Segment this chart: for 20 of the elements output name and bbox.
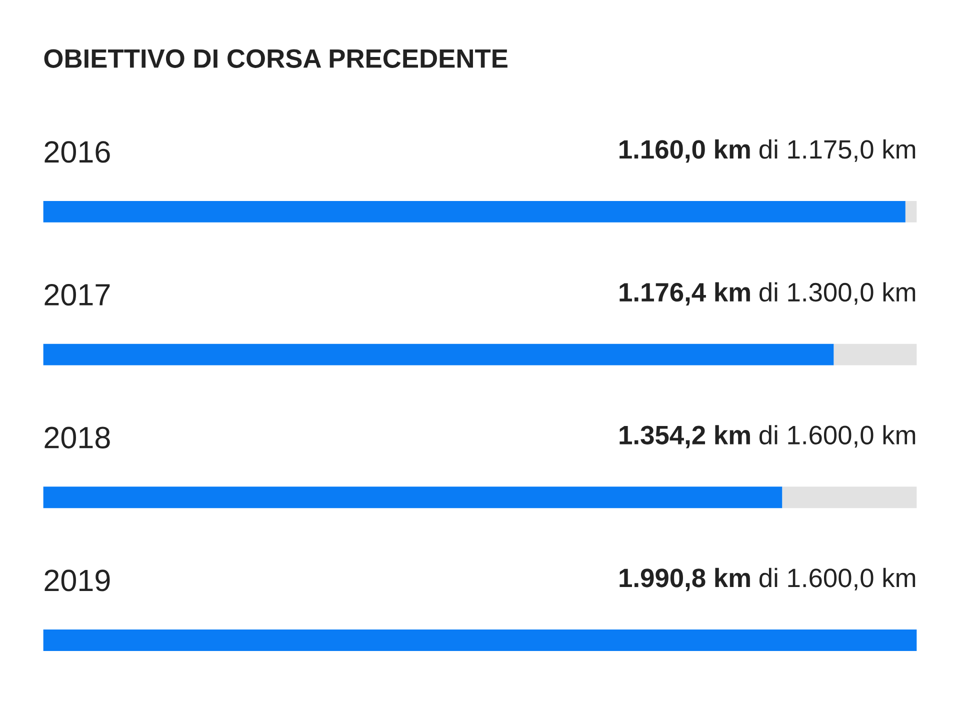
bar: [782, 486, 917, 508]
bar: [905, 200, 917, 222]
bar: [834, 344, 917, 366]
annotation: 1.990,8 km: [620, 568, 750, 592]
annotation: 1.354,2 km: [620, 425, 750, 448]
annotation: di 1.175,0 km: [759, 139, 916, 162]
chart-title: OBIETTIVO DI CORSA PRECEDENTE: [44, 49, 508, 68]
y-tick-label: 2017: [44, 284, 110, 306]
y-tick-label: 2016: [44, 141, 110, 163]
bar: [43, 200, 906, 222]
bar: [43, 486, 782, 508]
annotation: 1.160,0 km: [620, 139, 750, 163]
annotation: 1.176,4 km: [620, 282, 750, 306]
bar: [43, 344, 834, 366]
y-tick-label: 2019: [44, 570, 110, 592]
annotation: di 1.600,0 km: [759, 568, 916, 590]
y-tick-label: 2018: [44, 426, 110, 448]
annotation: di 1.300,0 km: [759, 282, 916, 305]
bar: [43, 630, 917, 651]
annotation: di 1.600,0 km: [759, 425, 916, 448]
